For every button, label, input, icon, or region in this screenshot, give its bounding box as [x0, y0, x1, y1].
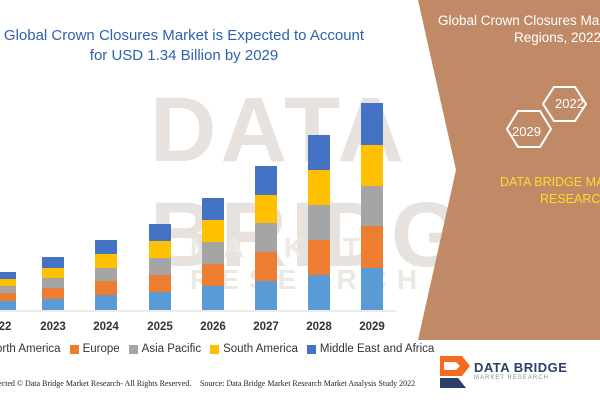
data-bridge-logo-icon — [440, 356, 470, 388]
legend-swatch-europe — [69, 344, 79, 354]
logo-tagline: MARKET RESEARCH — [474, 375, 549, 381]
legend-label-south-america: South America — [223, 343, 298, 355]
footer-source: Source: Data Bridge Market Research Mark… — [200, 379, 416, 388]
x-tick-label-2029: 2029 — [359, 321, 385, 333]
bar-2025-north-america — [149, 292, 171, 310]
legend-item-south-america: South America — [210, 343, 298, 355]
bar-2029-north-america — [361, 268, 383, 310]
legend-item-asia-pacific: Asia Pacific — [128, 343, 202, 355]
panel-title-line2: Regions, 2022 — [514, 30, 600, 45]
bar-2029-south-america — [361, 145, 383, 186]
legend-item-north-america: orth America — [0, 343, 61, 355]
logo-name: DATA BRIDGE — [474, 360, 568, 375]
bar-2024-south-america — [95, 254, 117, 268]
bar-2026-asia-pacific — [202, 242, 224, 264]
bar-2025-south-america — [149, 241, 171, 258]
x-tick-label-2025: 2025 — [147, 321, 173, 333]
bar-2024-asia-pacific — [95, 268, 117, 281]
bar-2026-middle-east-and-africa — [202, 198, 224, 220]
x-tick-label-2026: 2026 — [200, 321, 226, 333]
legend-swatch-middle-east-and-africa — [306, 344, 316, 354]
bars-group — [0, 103, 383, 310]
legend-swatch-south-america — [210, 344, 220, 354]
bar-2026-europe — [202, 264, 224, 286]
bar-2025-asia-pacific — [149, 258, 171, 275]
chart-title: Global Crown Closures Market is Expected… — [3, 27, 365, 64]
x-tick-label-2027: 2027 — [253, 321, 279, 333]
bar-2024-middle-east-and-africa — [95, 240, 117, 254]
panel-brand-line1: DATA BRIDGE MA — [500, 175, 600, 189]
bar-2022-middle-east-and-africa — [0, 272, 16, 279]
bar-2027-europe — [255, 252, 277, 281]
panel-brand-text: DATA BRIDGE MA RESEARCH — [500, 174, 600, 208]
bar-2023-middle-east-and-africa — [42, 257, 64, 268]
bar-2026-north-america — [202, 286, 224, 310]
bar-2028-south-america — [308, 170, 330, 205]
hexagon-2022-icon — [541, 86, 588, 122]
bar-2023-asia-pacific — [42, 278, 64, 288]
bar-2026-south-america — [202, 220, 224, 242]
legend-label-middle-east-and-africa: Middle East and Africa — [319, 343, 435, 355]
bar-2023-europe — [42, 288, 64, 299]
hexagon-2029-label: 2029 — [512, 124, 541, 139]
bar-2029-middle-east-and-africa — [361, 103, 383, 145]
x-tick-labels: 22 2023 2024 2025 2026 2027 2028 2029 — [0, 321, 385, 333]
panel-title: Global Crown Closures Ma Regions, 2022 — [438, 12, 600, 46]
bar-2027-middle-east-and-africa — [255, 166, 277, 195]
bar-2022-asia-pacific — [0, 286, 16, 293]
panel-title-line1: Global Crown Closures Ma — [438, 13, 600, 28]
legend-label-north-america: orth America — [0, 343, 61, 355]
x-tick-label-2022: 22 — [0, 321, 11, 333]
bar-2027-south-america — [255, 195, 277, 223]
bar-2022-europe — [0, 293, 16, 301]
legend-item-middle-east-and-africa: Middle East and Africa — [306, 343, 435, 355]
bar-2028-middle-east-and-africa — [308, 135, 330, 170]
hexagon-2022-label: 2022 — [555, 96, 584, 111]
bar-2028-north-america — [308, 275, 330, 310]
bar-2022-north-america — [0, 301, 16, 310]
bar-2029-asia-pacific — [361, 186, 383, 226]
panel-background — [418, 0, 600, 340]
x-tick-label-2023: 2023 — [40, 321, 66, 333]
bar-2025-middle-east-and-africa — [149, 224, 171, 241]
panel-brand-line2: RESEARCH — [540, 192, 600, 206]
footer-copyright: ected © Data Bridge Market Research- All… — [0, 379, 192, 388]
bar-2024-north-america — [95, 295, 117, 310]
bar-2027-north-america — [255, 281, 277, 310]
hexagon-2029-icon — [505, 110, 553, 148]
bar-2024-europe — [95, 281, 117, 295]
bar-2023-north-america — [42, 299, 64, 310]
bar-2027-asia-pacific — [255, 223, 277, 252]
legend-label-europe: Europe — [82, 343, 120, 355]
legend-swatch-asia-pacific — [128, 344, 138, 354]
bar-2028-europe — [308, 240, 330, 275]
bar-2029-europe — [361, 226, 383, 268]
bar-2022-south-america — [0, 279, 16, 286]
legend-item-europe: Europe — [69, 343, 120, 355]
bar-2025-europe — [149, 275, 171, 292]
x-tick-label-2028: 2028 — [306, 321, 332, 333]
chart-legend: orth America Europe Asia Pacific South Amer… — [0, 341, 443, 357]
bar-2028-asia-pacific — [308, 205, 330, 240]
x-tick-label-2024: 2024 — [93, 321, 119, 333]
legend-label-asia-pacific: Asia Pacific — [141, 343, 202, 355]
bar-2023-south-america — [42, 268, 64, 278]
